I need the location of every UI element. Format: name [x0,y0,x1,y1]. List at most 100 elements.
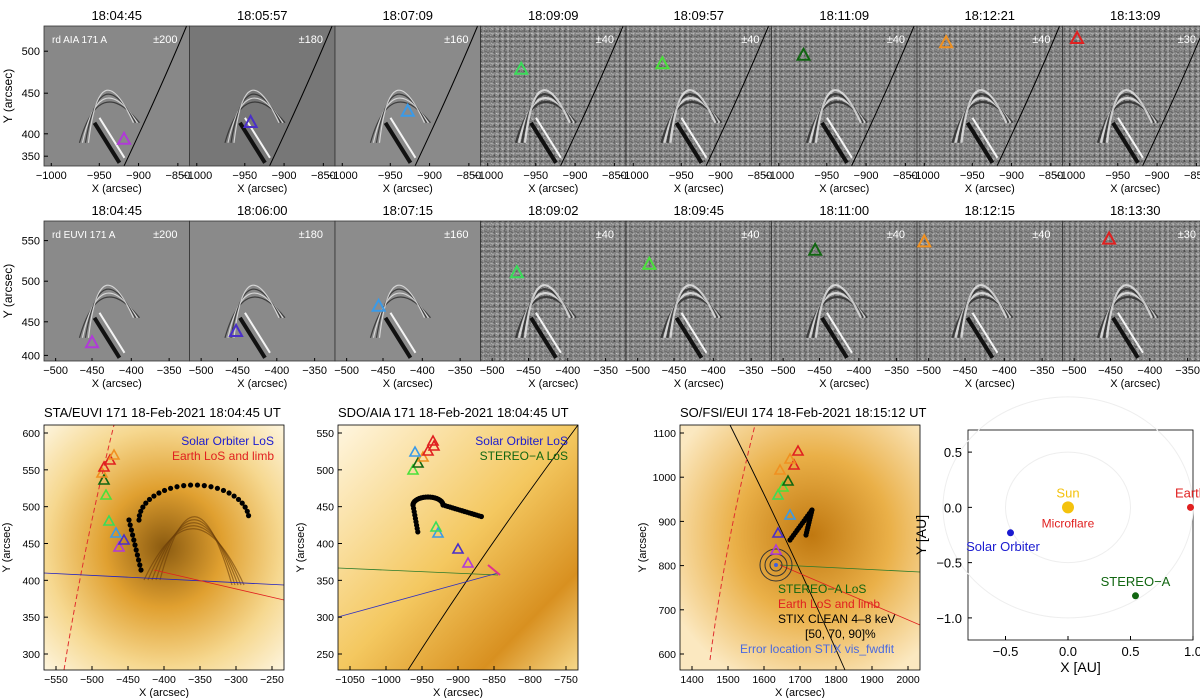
loop-trace-point [231,493,237,499]
coronal-loop [233,89,280,143]
loop-trace-point [132,542,138,548]
x-tick-label: −500 [334,365,359,377]
triangle-marker-icon [112,540,126,552]
x-tick-label: −350 [1175,365,1200,377]
earth-marker [1187,503,1194,511]
triangle-marker-icon [938,34,954,49]
loop-trace-point [208,484,214,490]
panel-scale: ±180 [299,229,323,241]
stereo-a-label: STEREO−A [1101,574,1171,589]
triangle-marker-icon [84,334,100,349]
y-tick-label: 450 [22,317,40,329]
image-background [338,425,578,670]
triangle-marker-icon [95,466,109,478]
jet-feature [965,121,995,164]
solar-orbiter-label: Solar Orbiter [966,539,1040,554]
x-axis-label: X (arcsec) [237,378,287,390]
jet-bright-feature [971,312,999,354]
orbit-plot: 0.5 0.0 −0.5 −1.0 −0.5 0.0 0.5 1.0 X [AU] Y [AU] S… [913,396,1200,675]
x-tick-label: −450 [80,365,105,377]
loop-trace-point [126,517,132,523]
jet-bright-feature [389,117,417,159]
panel-time: 18:05:57 [237,8,288,23]
y-tick-label: 550 [22,236,40,248]
x-tick-label: −500 [43,365,68,377]
x-tick-label: −950 [378,170,403,182]
x-tick-label: −950 [814,170,839,182]
panel-scale: ±40 [741,34,759,46]
row1-panel-2: 18:05:57 ±180 −1000 −950 −900 −850 X (arcsec) [181,8,335,195]
x-axis-label: X (arcsec) [433,687,483,698]
loop-trace-point [803,532,809,538]
x-axis-label: X (arcsec) [92,378,142,390]
solar-limb [407,424,579,671]
earth-limb-line [709,424,756,661]
loop-trace-point [245,513,252,519]
x-axis-label: X (arcsec) [965,378,1015,390]
triangle-marker-icon [771,488,785,500]
triangle-marker-icon [654,55,671,70]
y-tick-label: 600 [22,428,40,440]
loop-trace-point [235,496,242,503]
x-axis-label: X (arcsec) [819,183,869,195]
y-tick-label: 350 [316,575,334,587]
x-tick-label: −450 [225,365,250,377]
triangle-marker-icon [783,508,797,520]
y-tick-label: 550 [316,428,334,440]
loop-trace-point [136,517,142,523]
triangle-marker-icon [461,556,475,568]
loop-trace-point [143,500,149,506]
triangle-marker-icon [408,445,422,457]
x-tick-label: −900 [126,170,151,182]
row1-panel-8: 18:13:09 ±30 −1000 −950 −900 −850 X (arcsec) [1054,8,1200,195]
x-tick-label: −950 [1105,170,1130,182]
x-axis-label: X (arcsec) [674,378,724,390]
x-tick-label: −1000 [618,170,649,182]
loop-trace-point [133,547,139,553]
solar-limb [705,25,770,167]
x-tick-label: −850 [311,170,336,182]
y-tick-label: 350 [22,612,40,624]
x-tick-label: −850 [456,170,481,182]
coronal-loop [814,89,862,143]
x-tick-label: 1800 [824,674,848,686]
y-tick-label: 550 [22,465,40,477]
panel-time: 18:09:09 [528,8,579,23]
x-tick-label: 1700 [788,674,812,686]
triangle-marker-icon [791,444,805,456]
panel-frame [1062,220,1200,362]
solar-limb [414,25,479,167]
x-tick-label: −400 [992,365,1017,377]
x-tick-label: −900 [999,170,1024,182]
jet-feature [383,121,413,164]
x-tick-label: −550 [44,674,68,686]
coronal-loop [143,528,245,586]
x-tick-label: −350 [448,365,473,377]
coronal-loop [1105,89,1153,143]
y-axis-label: Y (arcsec) [295,523,307,573]
y-axis-label: Y (arcsec) [1,523,13,573]
row1-panel-1: 18:04:45 ±200 rd AIA 171 A −1000 −950 −900 −85… [36,8,190,195]
panel-scale: ±200 [153,229,177,241]
triangle-marker-icon [641,255,657,270]
x-tick-label: −950 [87,170,112,182]
panel-scale: ±40 [887,34,905,46]
panel-background [44,26,190,166]
panel-frame [1062,25,1200,167]
x-tick-label: −950 [669,170,694,182]
x-tick-label: −400 [1137,365,1162,377]
y-tick-label: 800 [658,561,676,573]
jet-bright-feature [1117,117,1144,159]
legend-solar-orbiter-los: Solar Orbiter LoS [475,434,568,448]
legend-earth-los: Earth LoS and limb [172,449,274,463]
x-tick-label: −850 [1038,170,1063,182]
x-tick-label: −0.5 [993,644,1019,659]
x-tick-label: −400 [555,365,580,377]
arrow-icon [487,564,501,576]
jet-bright-feature [98,312,126,354]
x-tick-label: 2000 [896,674,920,686]
jet-bright-feature [535,312,562,354]
y-axis-label: Y (arcsec) [1,69,15,123]
